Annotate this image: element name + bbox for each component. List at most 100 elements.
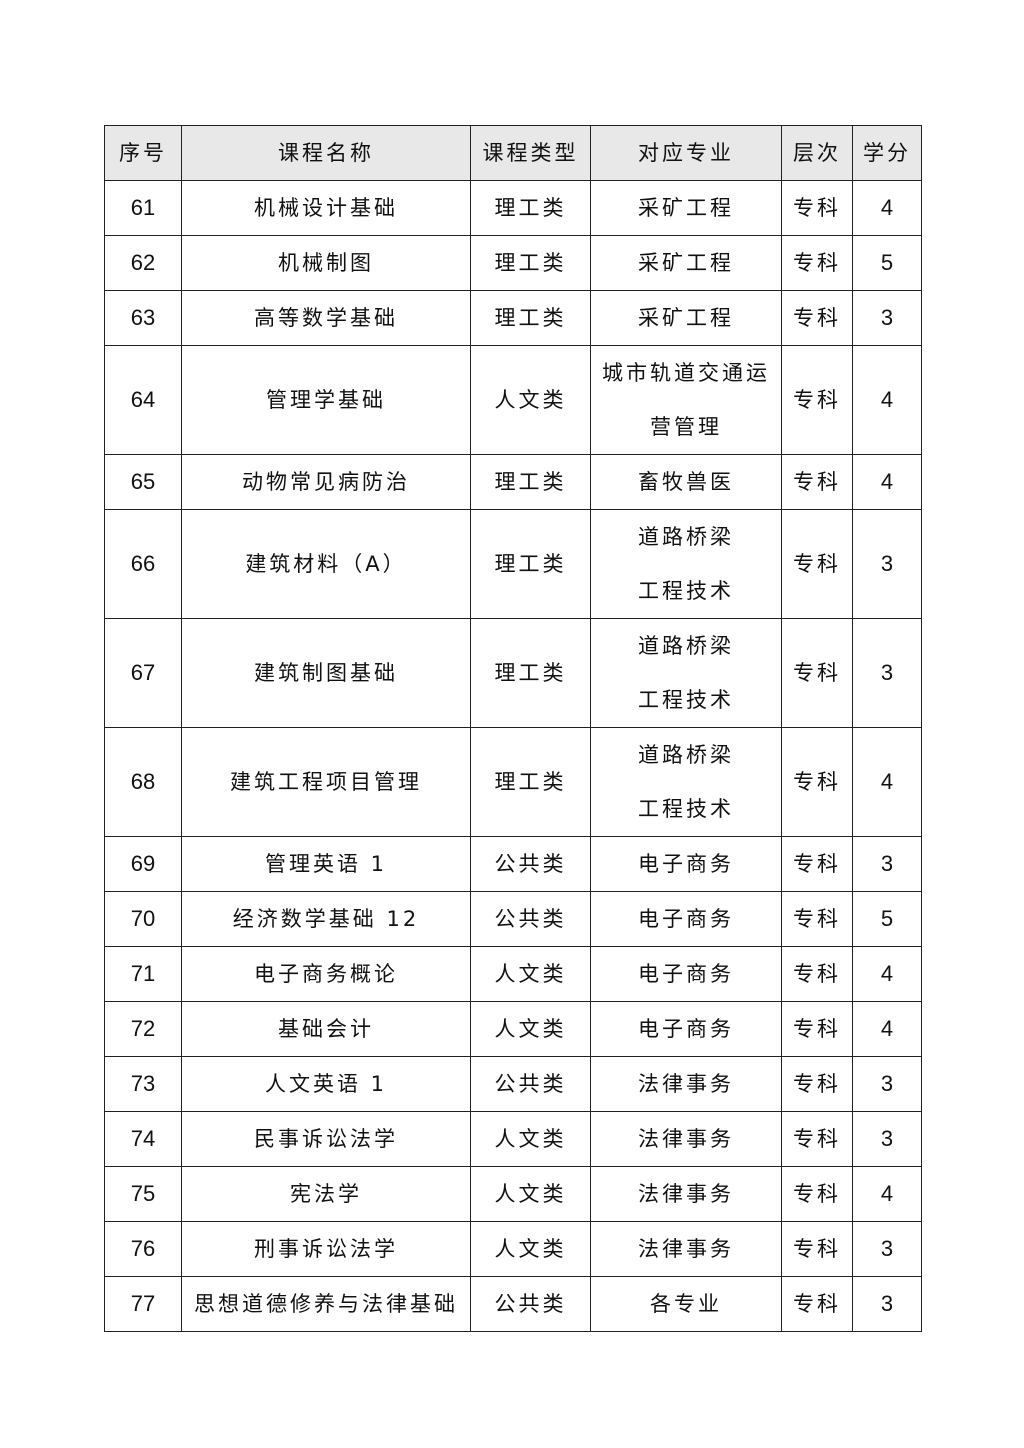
cell-level: 专科: [781, 891, 853, 947]
table-row: 68 建筑工程项目管理 理工类 道路桥梁 工程技术 专科 4: [104, 727, 922, 837]
major-line: 畜牧兽医: [638, 470, 734, 494]
major-line: 法律事务: [638, 1182, 734, 1206]
cell-major: 道路桥梁 工程技术: [590, 618, 782, 728]
table-row: 72 基础会计 人文类 电子商务 专科 4: [104, 1001, 922, 1057]
cell-level: 专科: [781, 1111, 853, 1167]
cell-type: 人文类: [470, 1221, 591, 1277]
cell-name: 建筑材料（A）: [181, 509, 471, 619]
table-row: 73 人文英语 1 公共类 法律事务 专科 3: [104, 1056, 922, 1112]
cell-type: 人文类: [470, 1001, 591, 1057]
major-line: 采矿工程: [638, 251, 734, 275]
major-line: 电子商务: [638, 852, 734, 876]
cell-credit: 3: [852, 1221, 922, 1277]
table-body: 61 机械设计基础 理工类 采矿工程 专科 4 62 机械制图 理工类 采矿工程 专科 5 63 高等数学…: [104, 180, 922, 1332]
cell-name: 机械制图: [181, 235, 471, 291]
cell-major: 采矿工程: [590, 290, 782, 346]
cell-name: 机械设计基础: [181, 180, 471, 236]
cell-no: 69: [104, 836, 182, 892]
table-row: 71 电子商务概论 人文类 电子商务 专科 4: [104, 946, 922, 1002]
table-row: 76 刑事诉讼法学 人文类 法律事务 专科 3: [104, 1221, 922, 1277]
header-no: 序号: [104, 125, 182, 181]
cell-name: 建筑工程项目管理: [181, 727, 471, 837]
cell-major: 电子商务: [590, 1001, 782, 1057]
cell-credit: 3: [852, 836, 922, 892]
major-line: 道路桥梁: [638, 634, 734, 658]
cell-level: 专科: [781, 235, 853, 291]
table-row: 75 宪法学 人文类 法律事务 专科 4: [104, 1166, 922, 1222]
cell-type: 公共类: [470, 836, 591, 892]
cell-level: 专科: [781, 454, 853, 510]
cell-credit: 4: [852, 180, 922, 236]
major-line: 采矿工程: [638, 306, 734, 330]
cell-major: 采矿工程: [590, 180, 782, 236]
major-line: 工程技术: [638, 579, 734, 603]
header-row: 序号 课程名称 课程类型 对应专业 层次 学分: [104, 125, 922, 181]
major-line: 电子商务: [638, 1017, 734, 1041]
cell-no: 72: [104, 1001, 182, 1057]
cell-no: 76: [104, 1221, 182, 1277]
cell-major: 道路桥梁 工程技术: [590, 509, 782, 619]
cell-type: 理工类: [470, 727, 591, 837]
header-level: 层次: [781, 125, 853, 181]
header-type: 课程类型: [470, 125, 591, 181]
table-row: 62 机械制图 理工类 采矿工程 专科 5: [104, 235, 922, 291]
cell-no: 64: [104, 345, 182, 455]
cell-type: 人文类: [470, 345, 591, 455]
major-line: 道路桥梁: [638, 525, 734, 549]
cell-name: 基础会计: [181, 1001, 471, 1057]
cell-type: 公共类: [470, 1276, 591, 1332]
cell-credit: 4: [852, 727, 922, 837]
cell-type: 公共类: [470, 891, 591, 947]
cell-type: 理工类: [470, 180, 591, 236]
cell-major: 城市轨道交通运 营管理: [590, 345, 782, 455]
cell-level: 专科: [781, 1276, 853, 1332]
cell-no: 74: [104, 1111, 182, 1167]
cell-level: 专科: [781, 727, 853, 837]
cell-level: 专科: [781, 1166, 853, 1222]
cell-no: 62: [104, 235, 182, 291]
table-row: 69 管理英语 1 公共类 电子商务 专科 3: [104, 836, 922, 892]
cell-major: 法律事务: [590, 1056, 782, 1112]
cell-name: 动物常见病防治: [181, 454, 471, 510]
cell-credit: 4: [852, 454, 922, 510]
cell-major: 法律事务: [590, 1166, 782, 1222]
cell-credit: 4: [852, 345, 922, 455]
cell-level: 专科: [781, 509, 853, 619]
cell-credit: 4: [852, 1001, 922, 1057]
cell-major: 法律事务: [590, 1221, 782, 1277]
table-row: 61 机械设计基础 理工类 采矿工程 专科 4: [104, 180, 922, 236]
table-row: 74 民事诉讼法学 人文类 法律事务 专科 3: [104, 1111, 922, 1167]
cell-type: 人文类: [470, 1111, 591, 1167]
cell-level: 专科: [781, 1001, 853, 1057]
cell-credit: 3: [852, 1276, 922, 1332]
cell-type: 理工类: [470, 290, 591, 346]
cell-level: 专科: [781, 836, 853, 892]
cell-level: 专科: [781, 1056, 853, 1112]
cell-major: 畜牧兽医: [590, 454, 782, 510]
cell-no: 66: [104, 509, 182, 619]
cell-level: 专科: [781, 180, 853, 236]
major-line: 营管理: [650, 415, 722, 439]
cell-major: 道路桥梁 工程技术: [590, 727, 782, 837]
cell-no: 73: [104, 1056, 182, 1112]
cell-level: 专科: [781, 1221, 853, 1277]
header-name: 课程名称: [181, 125, 471, 181]
cell-credit: 5: [852, 891, 922, 947]
cell-major: 采矿工程: [590, 235, 782, 291]
cell-name: 思想道德修养与法律基础: [181, 1276, 471, 1332]
cell-name: 电子商务概论: [181, 946, 471, 1002]
cell-credit: 4: [852, 1166, 922, 1222]
major-line: 法律事务: [638, 1237, 734, 1261]
cell-major: 各专业: [590, 1276, 782, 1332]
cell-level: 专科: [781, 290, 853, 346]
major-line: 法律事务: [638, 1127, 734, 1151]
cell-credit: 4: [852, 946, 922, 1002]
cell-credit: 3: [852, 290, 922, 346]
cell-credit: 3: [852, 1056, 922, 1112]
header-credit: 学分: [852, 125, 922, 181]
cell-credit: 5: [852, 235, 922, 291]
cell-no: 63: [104, 290, 182, 346]
cell-name: 管理英语 1: [181, 836, 471, 892]
cell-major: 法律事务: [590, 1111, 782, 1167]
cell-name: 宪法学: [181, 1166, 471, 1222]
